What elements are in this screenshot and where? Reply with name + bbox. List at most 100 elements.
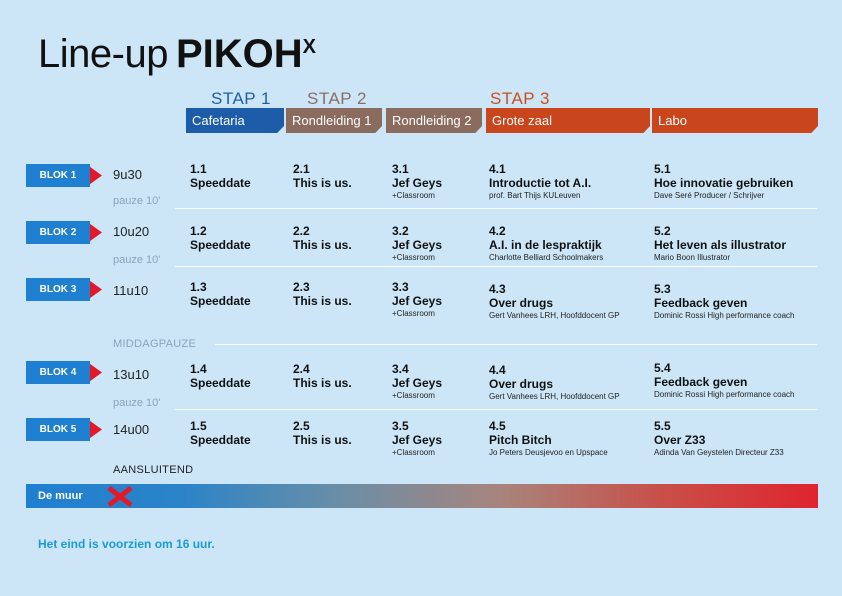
session-speaker: Dave Seré Producer / Schrijver xyxy=(654,191,765,200)
session-number: 2.5 xyxy=(293,419,310,433)
session-number: 3.4 xyxy=(392,362,409,376)
session-number: 5.2 xyxy=(654,224,671,238)
blok-time: 9u30 xyxy=(113,167,142,182)
blok-time: 10u20 xyxy=(113,224,150,239)
session-cell: 5.4 Feedback geven Dominic Rossi High perf… xyxy=(654,361,814,401)
session-number: 1.3 xyxy=(190,280,207,294)
cross-icon xyxy=(104,484,134,508)
session-title: Het leven als illustrator xyxy=(654,238,787,252)
session-speaker: Gert Vanhees LRH, Hoofddocent GP xyxy=(489,311,620,320)
pauze-label: pauze 10' xyxy=(113,254,161,266)
row-divider xyxy=(175,409,817,410)
session-title: Jef Geys xyxy=(392,176,443,190)
session-title: Speeddate xyxy=(190,176,251,190)
session-cell: 2.5 This is us. xyxy=(293,419,453,447)
session-speaker: Dominic Rossi High performance coach xyxy=(654,311,795,320)
stap-1-heading: STAP 1 xyxy=(211,89,272,108)
de-muur-label: De muur xyxy=(38,490,83,502)
session-title: Over drugs xyxy=(489,296,554,310)
title-brand: PIKOHX xyxy=(176,32,316,76)
session-cell: 1.4 Speeddate xyxy=(190,362,350,390)
session-number: 3.3 xyxy=(392,280,409,294)
session-cell: 5.2 Het leven als illustrator Mario Boon I… xyxy=(654,224,814,264)
row-divider xyxy=(175,266,817,267)
blok-label: BLOK 4 xyxy=(26,361,90,384)
blok-label: BLOK 1 xyxy=(26,164,90,187)
session-number: 4.2 xyxy=(489,224,506,238)
session-number: 3.1 xyxy=(392,162,409,176)
session-cell: 3.2 Jef Geys +Classroom xyxy=(392,224,552,264)
session-title: Feedback geven xyxy=(654,296,748,310)
title-prefix: Line-up xyxy=(38,32,168,76)
footer-note: Het eind is voorzien om 16 uur. xyxy=(38,537,215,551)
session-cell: 5.1 Hoe innovatie gebruiken Dave Seré Prod… xyxy=(654,162,814,202)
session-number: 1.4 xyxy=(190,362,207,376)
session-title: Speeddate xyxy=(190,294,251,308)
session-number: 1.1 xyxy=(190,162,207,176)
blok-3: BLOK 3 xyxy=(26,278,102,301)
stap-2-heading: STAP 2 xyxy=(307,89,368,108)
session-number: 3.2 xyxy=(392,224,409,238)
session-cell: 2.1 This is us. xyxy=(293,162,453,190)
session-cell: 3.4 Jef Geys +Classroom xyxy=(392,362,552,402)
session-title: Pitch Bitch xyxy=(489,433,552,447)
session-number: 5.4 xyxy=(654,361,671,375)
session-cell: 3.5 Jef Geys +Classroom xyxy=(392,419,552,459)
session-number: 4.5 xyxy=(489,419,506,433)
session-cell: 4.2 A.I. in de lespraktijk Charlotte Belli… xyxy=(489,224,649,264)
session-number: 2.1 xyxy=(293,162,310,176)
session-cell: 2.4 This is us. xyxy=(293,362,453,390)
session-title: Speeddate xyxy=(190,376,251,390)
session-title: Hoe innovatie gebruiken xyxy=(654,176,794,190)
session-cell: 3.1 Jef Geys +Classroom xyxy=(392,162,552,202)
session-title: Jef Geys xyxy=(392,433,443,447)
session-subtitle: +Classroom xyxy=(392,191,435,200)
blok-time: 14u00 xyxy=(113,422,150,437)
blok-5: BLOK 5 xyxy=(26,418,102,441)
session-speaker: Charlotte Belliard Schoolmakers xyxy=(489,253,604,262)
blok-time: 13u10 xyxy=(113,367,150,382)
aansluitend-label: AANSLUITEND xyxy=(113,464,194,476)
session-subtitle: +Classroom xyxy=(392,309,435,318)
session-title: Jef Geys xyxy=(392,376,443,390)
session-speaker: Gert Vanhees LRH, Hoofddocent GP xyxy=(489,392,620,401)
session-title: Over drugs xyxy=(489,377,554,391)
session-number: 1.5 xyxy=(190,419,207,433)
column-grote-zaal: Grote zaal xyxy=(486,108,650,133)
session-title: Jef Geys xyxy=(392,238,443,252)
pauze-label: pauze 10' xyxy=(113,195,161,207)
session-speaker: Mario Boon Illustrator xyxy=(654,253,731,262)
session-title: This is us. xyxy=(293,238,352,252)
column-labo: Labo xyxy=(652,108,818,133)
session-cell: 4.5 Pitch Bitch Jo Peters Deusjevoo en Ups… xyxy=(489,419,649,459)
session-number: 4.1 xyxy=(489,162,506,176)
middagpauze-label: MIDDAGPAUZE xyxy=(113,338,197,350)
column-cafetaria: Cafetaria xyxy=(186,108,284,133)
session-title: This is us. xyxy=(293,294,352,308)
session-speaker: prof. Bart Thijs KULeuven xyxy=(489,191,581,200)
session-number: 5.5 xyxy=(654,419,671,433)
blok-time: 11u10 xyxy=(113,283,149,298)
session-speaker: Adinda Van Geystelen Directeur Z33 xyxy=(654,448,784,457)
session-number: 4.3 xyxy=(489,282,506,296)
session-title: This is us. xyxy=(293,176,352,190)
session-cell: 4.1 Introductie tot A.I. prof. Bart Thijs … xyxy=(489,162,649,202)
session-cell: 3.3 Jef Geys +Classroom xyxy=(392,280,552,320)
session-number: 2.2 xyxy=(293,224,310,238)
session-cell: 4.4 Over drugs Gert Vanhees LRH, Hoofddoce… xyxy=(489,363,649,403)
session-cell: 4.3 Over drugs Gert Vanhees LRH, Hoofddoce… xyxy=(489,282,649,322)
session-title: Speeddate xyxy=(190,433,251,447)
session-subtitle: +Classroom xyxy=(392,391,435,400)
session-title: Speeddate xyxy=(190,238,251,252)
session-title: Jef Geys xyxy=(392,294,443,308)
session-cell: 1.2 Speeddate xyxy=(190,224,350,252)
row-divider xyxy=(215,344,817,345)
row-divider xyxy=(175,208,817,209)
session-number: 3.5 xyxy=(392,419,409,433)
blok-1: BLOK 1 xyxy=(26,164,102,187)
session-title: Introductie tot A.I. xyxy=(489,176,592,190)
pauze-label: pauze 10' xyxy=(113,397,161,409)
session-cell: 2.2 This is us. xyxy=(293,224,453,252)
session-speaker: Jo Peters Deusjevoo en Upspace xyxy=(489,448,608,457)
session-number: 5.1 xyxy=(654,162,671,176)
